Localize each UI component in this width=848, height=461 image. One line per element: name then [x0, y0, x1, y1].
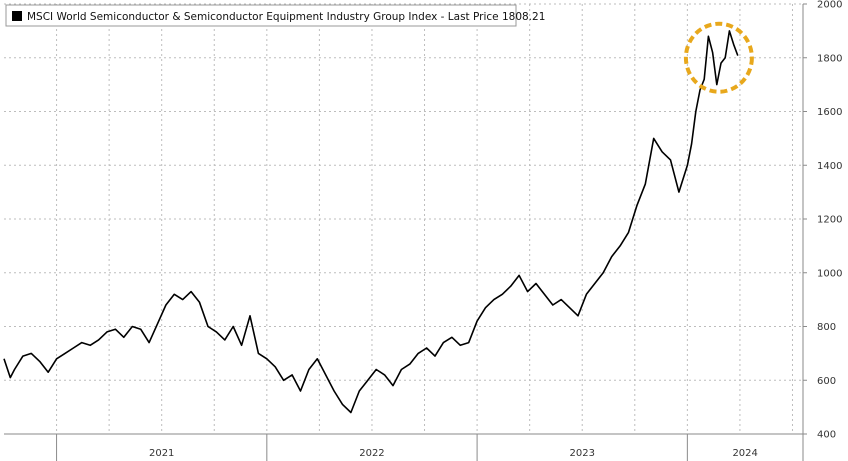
x-tick-label: 2024	[732, 448, 757, 459]
legend-box	[5, 4, 517, 27]
y-tick-label: 600	[817, 376, 836, 387]
legend: MSCI World Semiconductor & Semiconductor…	[5, 4, 545, 27]
annotation-layer	[683, 21, 754, 94]
y-tick-label: 2000	[817, 0, 842, 11]
series-line	[3, 30, 739, 414]
y-tick-label: 1800	[817, 53, 842, 64]
legend-label: MSCI World Semiconductor & Semiconductor…	[27, 11, 545, 23]
series-layer	[3, 30, 739, 414]
x-tick-label: 2021	[149, 448, 174, 459]
y-tick-label: 800	[817, 322, 836, 333]
x-tick-label: 2023	[569, 448, 594, 459]
grid	[4, 3, 803, 435]
highlight-circle	[683, 21, 754, 94]
y-tick-label: 400	[817, 430, 836, 441]
y-tick-label: 1600	[817, 107, 842, 118]
y-tick-label: 1200	[817, 215, 842, 226]
x-tick-label: 2022	[359, 448, 384, 459]
y-tick-label: 1000	[817, 268, 842, 279]
y-tick-label: 1400	[817, 161, 842, 172]
legend-swatch	[12, 11, 22, 21]
axes: 400 600 800 1000 1200 1400 1600 1800 2000 2021 202…	[4, 0, 842, 461]
